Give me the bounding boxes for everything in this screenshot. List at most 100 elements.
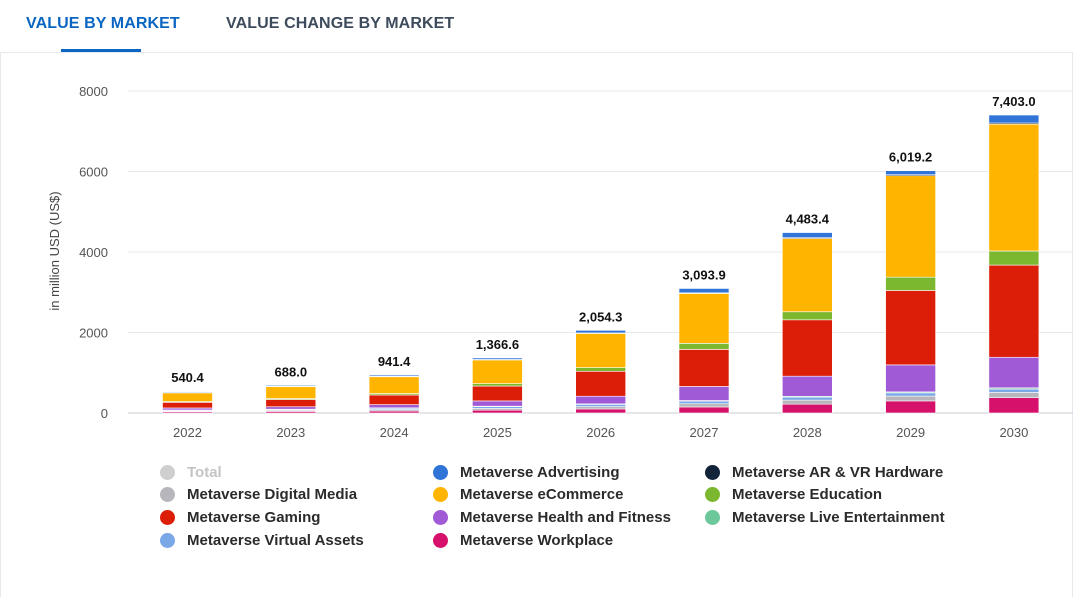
bar-segment-advertising-2030[interactable] bbox=[988, 114, 1040, 124]
bar-segment-health_fitness-2023[interactable] bbox=[265, 406, 317, 410]
bar-segment-workplace-2030[interactable] bbox=[988, 397, 1040, 414]
bar-segment-digital_media-2026[interactable] bbox=[575, 406, 627, 410]
bar-segment-health_fitness-2029[interactable] bbox=[885, 364, 936, 393]
y-tick-label: 0 bbox=[101, 406, 108, 421]
legend-item-metaverse-ar-and-vr-hardware[interactable]: Metaverse AR & VR Hardware bbox=[705, 462, 943, 482]
bar-segment-virtual_assets-2026[interactable] bbox=[575, 404, 627, 407]
x-tick-label-2022: 2022 bbox=[173, 425, 202, 440]
legend-swatch bbox=[705, 464, 720, 480]
bar-segment-education-2029[interactable] bbox=[885, 276, 936, 291]
tab-value-by-market[interactable]: VALUE BY MARKET bbox=[26, 15, 180, 32]
bar-segment-ecommerce-2025[interactable] bbox=[472, 359, 523, 384]
bar-segment-virtual_assets-2028[interactable] bbox=[781, 396, 833, 401]
bar-segment-education-2030[interactable] bbox=[988, 250, 1040, 266]
total-label-2027: 3,093.9 bbox=[682, 267, 725, 282]
bar-segment-ecommerce-2028[interactable] bbox=[781, 238, 833, 313]
legend-item-metaverse-digital-media[interactable]: Metaverse Digital Media bbox=[160, 485, 357, 505]
bar-segment-ecommerce-2029[interactable] bbox=[885, 175, 936, 278]
bar-segment-ecommerce-2027[interactable] bbox=[678, 293, 730, 344]
legend-item-metaverse-advertising[interactable]: Metaverse Advertising bbox=[433, 462, 620, 482]
bar-segment-gaming-2022[interactable] bbox=[162, 402, 213, 409]
legend-label: Metaverse Live Entertainment bbox=[732, 508, 945, 526]
bar-segment-ecommerce-2024[interactable] bbox=[368, 376, 420, 394]
legend-label: Metaverse eCommerce bbox=[460, 486, 624, 504]
legend-swatch bbox=[433, 532, 448, 548]
total-label-2028: 4,483.4 bbox=[786, 212, 830, 227]
bar-segment-health_fitness-2027[interactable] bbox=[678, 386, 730, 401]
legend-item-total[interactable]: Total bbox=[160, 462, 222, 482]
total-label-2022: 540.4 bbox=[171, 370, 204, 385]
legend-swatch bbox=[433, 487, 448, 503]
bar-segment-health_fitness-2022[interactable] bbox=[162, 407, 213, 411]
legend-label: Metaverse Gaming bbox=[187, 508, 321, 526]
bar-segment-workplace-2027[interactable] bbox=[678, 406, 730, 414]
tab-value-change-by-market[interactable]: VALUE CHANGE BY MARKET bbox=[226, 15, 455, 32]
total-label-2030: 7,403.0 bbox=[992, 94, 1035, 109]
bar-segment-workplace-2025[interactable] bbox=[472, 409, 523, 414]
bar-segment-digital_media-2028[interactable] bbox=[781, 399, 833, 405]
bar-segment-advertising-2026[interactable] bbox=[575, 330, 627, 334]
legend-item-metaverse-workplace[interactable]: Metaverse Workplace bbox=[433, 530, 613, 550]
bar-segment-advertising-2025[interactable] bbox=[472, 357, 523, 360]
y-tick-label: 6000 bbox=[79, 165, 108, 180]
bar-segment-ecommerce-2022[interactable] bbox=[162, 392, 213, 402]
legend-item-metaverse-health-and-fitness[interactable]: Metaverse Health and Fitness bbox=[433, 507, 671, 527]
bar-segment-workplace-2028[interactable] bbox=[781, 403, 833, 414]
total-label-2023: 688.0 bbox=[275, 364, 308, 379]
legend-label: Metaverse Health and Fitness bbox=[460, 508, 671, 526]
bar-segment-workplace-2024[interactable] bbox=[368, 410, 420, 414]
bar-segment-advertising-2023[interactable] bbox=[265, 385, 317, 387]
bar-segment-ecommerce-2023[interactable] bbox=[265, 386, 317, 399]
bar-segment-virtual_assets-2030[interactable] bbox=[988, 388, 1040, 393]
bar-segment-gaming-2025[interactable] bbox=[472, 385, 523, 402]
bar-segment-gaming-2030[interactable] bbox=[988, 264, 1040, 358]
x-tick-label-2030: 2030 bbox=[999, 425, 1028, 440]
bar-segment-health_fitness-2028[interactable] bbox=[781, 375, 833, 397]
bar-segment-advertising-2024[interactable] bbox=[368, 374, 420, 377]
legend-item-metaverse-education[interactable]: Metaverse Education bbox=[705, 485, 882, 505]
bar-segment-advertising-2029[interactable] bbox=[885, 170, 936, 176]
legend-label: Metaverse Advertising bbox=[460, 463, 620, 481]
bar-segment-advertising-2022[interactable] bbox=[162, 391, 213, 393]
legend-item-metaverse-virtual-assets[interactable]: Metaverse Virtual Assets bbox=[160, 530, 364, 550]
bar-segment-virtual_assets-2029[interactable] bbox=[885, 392, 936, 397]
bar-segment-virtual_assets-2027[interactable] bbox=[678, 400, 730, 405]
bar-segment-digital_media-2027[interactable] bbox=[678, 403, 730, 408]
legend-swatch bbox=[160, 509, 175, 525]
stacked-bar-chart: 0 2000 4000 6000 8000 in million USD (US$) 5… bbox=[47, 84, 1073, 440]
y-tick-label: 8000 bbox=[79, 84, 108, 99]
total-label-2024: 941.4 bbox=[378, 354, 411, 369]
legend-swatch bbox=[433, 464, 448, 480]
bar-segment-gaming-2027[interactable] bbox=[678, 349, 730, 387]
x-tick-label-2025: 2025 bbox=[483, 425, 512, 440]
tab-bar: VALUE BY MARKET VALUE CHANGE BY MARKET bbox=[0, 0, 1073, 53]
bar-segment-ecommerce-2030[interactable] bbox=[988, 123, 1040, 252]
bar-segment-workplace-2026[interactable] bbox=[575, 408, 627, 414]
bar-segment-education-2028[interactable] bbox=[781, 311, 833, 321]
bar-segment-education-2025[interactable] bbox=[472, 383, 523, 387]
legend-item-metaverse-ecommerce[interactable]: Metaverse eCommerce bbox=[433, 485, 623, 505]
bar-segment-gaming-2023[interactable] bbox=[265, 399, 317, 408]
bar-segment-workplace-2029[interactable] bbox=[885, 400, 936, 414]
total-labels: 540.4 688.0 941.4 1,366.6 2,054.3 3,093.9 4,48… bbox=[171, 94, 1035, 385]
bar-segment-gaming-2029[interactable] bbox=[885, 290, 936, 366]
legend-label: Metaverse Education bbox=[732, 486, 883, 504]
bar-segment-gaming-2026[interactable] bbox=[575, 370, 627, 397]
bar-segment-digital_media-2030[interactable] bbox=[988, 392, 1040, 399]
bar-segment-advertising-2028[interactable] bbox=[781, 232, 833, 239]
bar-segment-gaming-2028[interactable] bbox=[781, 319, 833, 377]
bar-segment-education-2027[interactable] bbox=[678, 343, 730, 350]
bar-segment-health_fitness-2024[interactable] bbox=[368, 404, 420, 409]
bar-segment-digital_media-2029[interactable] bbox=[885, 395, 936, 402]
bar-segment-education-2026[interactable] bbox=[575, 367, 627, 372]
legend-item-metaverse-live-entertainment[interactable]: Metaverse Live Entertainment bbox=[705, 507, 945, 527]
bar-segment-health_fitness-2030[interactable] bbox=[988, 356, 1040, 389]
bar-segment-gaming-2024[interactable] bbox=[368, 394, 420, 405]
bar-segment-advertising-2027[interactable] bbox=[678, 288, 730, 294]
x-tick-label-2026: 2026 bbox=[586, 425, 615, 440]
y-axis-label: in million USD (US$) bbox=[47, 191, 62, 310]
bar-segment-ecommerce-2026[interactable] bbox=[575, 333, 627, 368]
bar-segment-health_fitness-2026[interactable] bbox=[575, 395, 627, 405]
legend-item-metaverse-gaming[interactable]: Metaverse Gaming bbox=[160, 507, 320, 527]
bar-segment-health_fitness-2025[interactable] bbox=[472, 400, 523, 407]
